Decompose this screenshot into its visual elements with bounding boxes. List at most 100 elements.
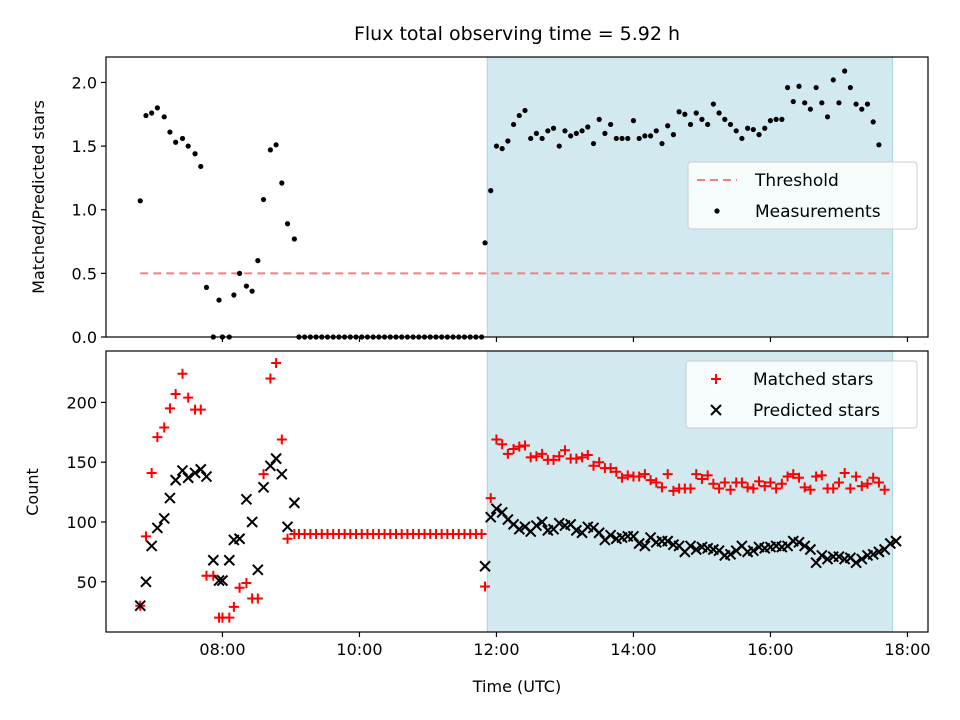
measurement-point bbox=[762, 125, 768, 131]
predicted-star-point bbox=[200, 470, 213, 483]
matched-star-point bbox=[605, 463, 616, 474]
matched-star-point bbox=[816, 470, 827, 481]
predicted-star-point bbox=[793, 536, 805, 549]
predicted-star-point bbox=[856, 553, 868, 565]
bottom-y-ticks: 50 100 150 200 bbox=[66, 393, 106, 592]
measurement-point bbox=[773, 116, 779, 122]
matched-star-point bbox=[195, 404, 206, 415]
predicted-star-point bbox=[252, 564, 264, 576]
y-tick-label: 200 bbox=[66, 393, 97, 412]
predicted-star-point bbox=[821, 553, 834, 565]
matched-star-point bbox=[851, 471, 862, 482]
threshold-legend-label: Threshold bbox=[754, 171, 839, 191]
matched-star-point bbox=[548, 454, 559, 465]
measurement-point bbox=[716, 110, 722, 116]
matched-star-point bbox=[588, 460, 599, 471]
measurement-point bbox=[179, 135, 186, 142]
bottom-legend: Matched stars Predicted stars bbox=[685, 360, 918, 429]
measurement-point bbox=[625, 135, 631, 142]
matched-star-point bbox=[765, 477, 776, 488]
matched-star-point bbox=[868, 472, 879, 483]
matched-star-point bbox=[645, 475, 656, 486]
predicted-star-point bbox=[816, 549, 828, 562]
matched-star-point bbox=[759, 481, 770, 492]
measurement-point bbox=[482, 240, 488, 246]
predicted-star-point bbox=[176, 464, 189, 477]
matched-star-point bbox=[276, 434, 287, 445]
measurement-point bbox=[185, 143, 191, 149]
predicted-star-point bbox=[257, 481, 270, 494]
measurement-point bbox=[216, 297, 222, 303]
matched-star-point bbox=[711, 374, 721, 384]
predicted-star-point bbox=[530, 519, 543, 532]
x-tick-label: 08:00 bbox=[199, 640, 245, 659]
predicted-star-point bbox=[810, 556, 822, 569]
measurement-point bbox=[562, 128, 568, 134]
measurement-point bbox=[585, 124, 591, 130]
predicted-star-point bbox=[207, 554, 220, 566]
matched-stars-legend-label: Matched stars bbox=[753, 370, 873, 390]
measurement-point bbox=[642, 133, 648, 139]
matched-star-point bbox=[177, 368, 188, 379]
predicted-star-point bbox=[684, 540, 697, 552]
matched-star-point bbox=[140, 531, 151, 542]
matched-star-point bbox=[508, 444, 519, 455]
bottom-y-axis-label: Count bbox=[23, 468, 42, 516]
measurement-point bbox=[550, 125, 557, 131]
measurement-point bbox=[493, 143, 500, 149]
predicted-star-point bbox=[216, 574, 229, 587]
measurement-point bbox=[693, 110, 699, 116]
measurements-points bbox=[137, 68, 882, 340]
matched-star-point bbox=[856, 481, 867, 492]
predicted-star-point bbox=[873, 546, 885, 558]
matched-star-point bbox=[554, 451, 565, 462]
measurement-point bbox=[630, 118, 637, 124]
measurement-point bbox=[243, 283, 250, 289]
measurement-point bbox=[733, 128, 739, 134]
y-tick-label: 1.5 bbox=[72, 137, 97, 156]
measurement-point bbox=[784, 84, 791, 91]
measurement-point bbox=[876, 142, 882, 148]
matched-star-point bbox=[776, 478, 787, 489]
predicted-star-point bbox=[633, 537, 645, 550]
matched-star-point bbox=[164, 403, 175, 414]
measurement-point bbox=[813, 84, 819, 91]
legend-box bbox=[685, 360, 918, 429]
predicted-star-point bbox=[213, 574, 225, 587]
matched-star-point bbox=[639, 469, 650, 480]
predicted-star-point bbox=[140, 576, 152, 588]
measurement-point bbox=[255, 258, 261, 264]
x-axis-label: Time (UTC) bbox=[472, 677, 561, 696]
y-tick-label: 100 bbox=[66, 513, 97, 532]
matched-star-point bbox=[634, 471, 645, 482]
measurement-point bbox=[739, 135, 745, 142]
measurement-point bbox=[556, 143, 562, 149]
measurement-point bbox=[824, 114, 831, 120]
matched-star-point bbox=[491, 434, 502, 445]
predicted-star-point bbox=[479, 560, 491, 572]
measurement-point bbox=[790, 98, 796, 105]
matched-star-point bbox=[719, 477, 730, 488]
matched-star-point bbox=[622, 470, 633, 481]
measurement-point bbox=[727, 121, 734, 128]
matched-star-point bbox=[265, 373, 276, 384]
measurement-point bbox=[613, 135, 619, 142]
chart-title: Flux total observing time = 5.92 h bbox=[354, 23, 680, 45]
measurement-point bbox=[236, 270, 243, 276]
predicted-stars-legend-label: Predicted stars bbox=[753, 401, 880, 421]
measurement-point bbox=[859, 106, 865, 112]
measurement-point bbox=[510, 121, 517, 128]
matched-star-point bbox=[170, 389, 181, 400]
measurement-point bbox=[267, 147, 273, 153]
matched-star-point bbox=[862, 478, 873, 489]
matched-star-point bbox=[258, 469, 269, 480]
measurements-legend-swatch bbox=[714, 208, 720, 214]
top-y-axis-label: Matched/Predicted stars bbox=[29, 100, 48, 294]
predicted-star-point bbox=[276, 468, 288, 480]
measurement-point bbox=[203, 284, 210, 290]
measurement-point bbox=[528, 135, 534, 142]
matched-star-point bbox=[782, 471, 793, 482]
predicted-star-point bbox=[639, 540, 651, 552]
measurement-point bbox=[231, 292, 237, 298]
predicted-star-point bbox=[833, 550, 845, 563]
